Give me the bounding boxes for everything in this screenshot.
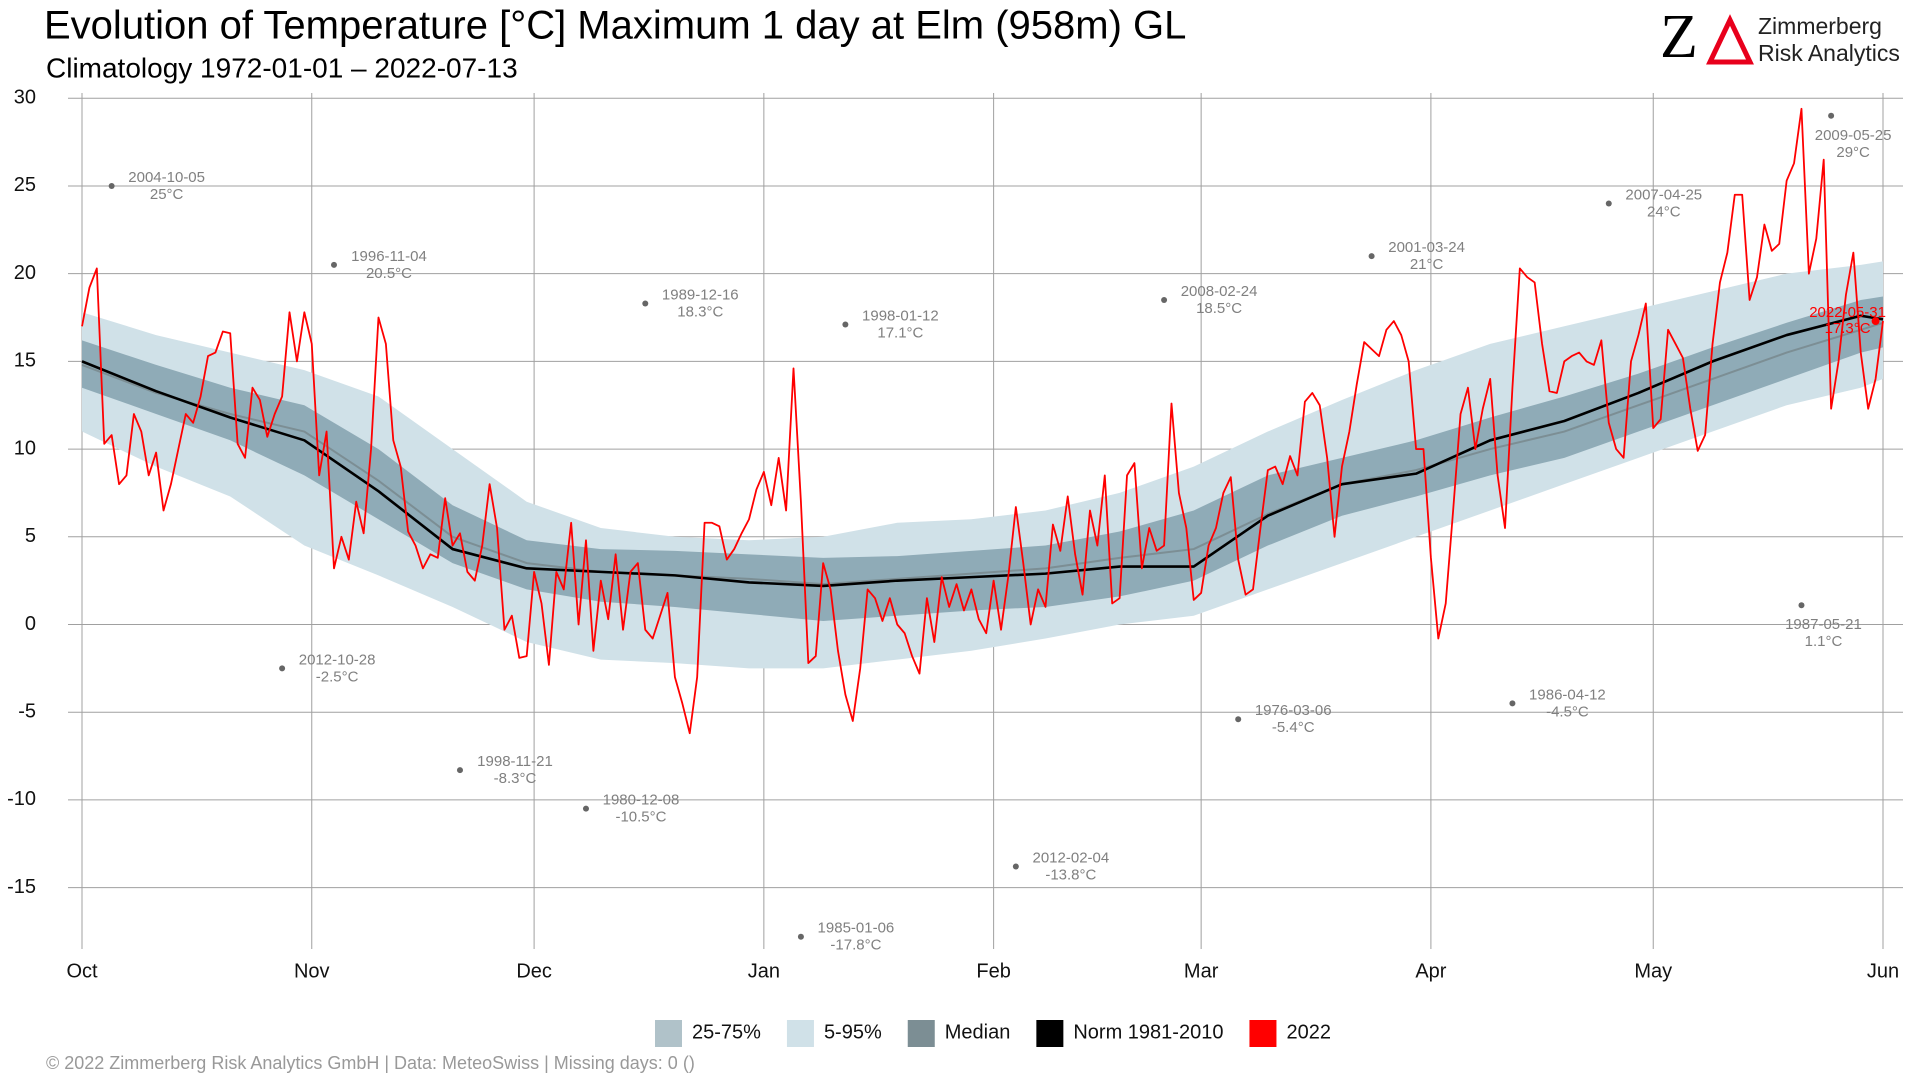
- record-value: 17.1°C: [877, 325, 923, 342]
- record-point: [279, 665, 286, 672]
- record-point: [1828, 112, 1835, 119]
- record-date: 2012-10-28: [299, 651, 376, 668]
- record-date: 1986-04-12: [1529, 686, 1606, 703]
- record-value: -17.8°C: [830, 937, 881, 954]
- y-tick-label: 5: [25, 525, 36, 547]
- x-tick-label: Oct: [66, 960, 98, 982]
- record-value: -10.5°C: [615, 809, 666, 826]
- y-tick-label: 15: [14, 350, 36, 372]
- legend-label: 25-75%: [692, 1021, 761, 1043]
- record-point: [330, 261, 337, 268]
- legend-swatch: [1036, 1020, 1064, 1047]
- record-point: [1798, 602, 1805, 609]
- plot-area: -15 -10 -5 0 5 10 15 20 25 30 Oct Nov Dec Jan Feb Mar Ap…: [7, 87, 1903, 982]
- x-tick-label: Jan: [748, 960, 780, 982]
- record-point: [456, 767, 463, 774]
- record-point: [1871, 317, 1880, 326]
- y-tick-label: -5: [18, 700, 36, 722]
- record-date: 2022-05-31: [1809, 304, 1886, 321]
- legend-swatch: [655, 1020, 682, 1047]
- record-value: -4.5°C: [1546, 703, 1589, 720]
- logo-letter: Z: [1660, 3, 1698, 71]
- legend-label: Median: [945, 1021, 1011, 1043]
- record-value: 1.1°C: [1805, 633, 1843, 650]
- x-tick-label: Nov: [294, 960, 330, 982]
- record-date: 1998-01-12: [862, 308, 939, 325]
- record-date: 2012-02-04: [1032, 850, 1109, 867]
- record-date: 1996-11-04: [351, 248, 427, 265]
- y-tick-label: 10: [14, 437, 36, 459]
- record-date: 1980-12-08: [603, 792, 680, 809]
- record-date: 1998-11-21: [477, 753, 553, 770]
- logo-text: Zimmerberg: [1758, 13, 1882, 39]
- legend-label: Norm 1981-2010: [1073, 1021, 1223, 1043]
- record-point: [1161, 296, 1168, 303]
- record-value: 18.3°C: [677, 303, 723, 320]
- legend-label: 5-95%: [824, 1021, 882, 1043]
- record-value: -5.4°C: [1272, 719, 1315, 736]
- record-point: [582, 805, 589, 812]
- record-date: 2009-05-25: [1815, 127, 1892, 144]
- record-point: [1509, 700, 1516, 707]
- y-tick-label: 30: [14, 87, 36, 109]
- record-point: [1012, 863, 1019, 870]
- record-point: [108, 182, 115, 189]
- x-tick-label: Jun: [1867, 960, 1899, 982]
- x-tick-label: Feb: [976, 960, 1010, 982]
- record-value: -8.3°C: [494, 770, 537, 787]
- record-value: -13.8°C: [1045, 867, 1096, 884]
- footer: © 2022 Zimmerberg Risk Analytics GmbH | …: [46, 1053, 695, 1073]
- record-value: 21°C: [1410, 256, 1444, 273]
- x-tick-label: May: [1634, 960, 1672, 982]
- chart-title: Evolution of Temperature [°C] Maximum 1 …: [44, 4, 1186, 48]
- record-point: [1235, 716, 1242, 723]
- x-tick-label: Dec: [516, 960, 552, 982]
- y-tick-label: 0: [25, 613, 36, 635]
- series-line: [81, 107, 1884, 735]
- record-date: 2001-03-24: [1388, 239, 1465, 256]
- record-date: 1989-12-16: [662, 286, 739, 303]
- band: [82, 296, 1883, 621]
- logo-text: Risk Analytics: [1758, 40, 1900, 66]
- record-point: [842, 321, 849, 328]
- record-value: 29°C: [1836, 144, 1870, 161]
- record-date: 1987-05-21: [1785, 616, 1862, 633]
- record-value: -2.5°C: [316, 668, 359, 685]
- record-date: 1976-03-06: [1255, 702, 1332, 719]
- chart-subtitle: Climatology 1972-01-01 – 2022-07-13: [46, 52, 518, 83]
- legend-swatch: [907, 1020, 935, 1047]
- legend-swatch: [786, 1020, 814, 1047]
- record-date: 2004-10-05: [128, 169, 205, 186]
- y-tick-label: -10: [7, 788, 36, 810]
- y-tick-label: -15: [7, 876, 36, 898]
- legend-label: 2022: [1286, 1021, 1331, 1043]
- logo-triangle: [1706, 14, 1754, 65]
- legend-swatch: [1249, 1020, 1277, 1047]
- y-tick-label: 20: [14, 262, 36, 284]
- record-value: 18.5°C: [1196, 300, 1242, 317]
- record-value: 20.5°C: [366, 265, 412, 282]
- record-date: 2007-04-25: [1625, 186, 1702, 203]
- record-date: 2008-02-24: [1181, 283, 1258, 300]
- legend: 25-75% 5-95% Median Norm 1981-2010 2022: [655, 1020, 1331, 1047]
- record-point: [642, 300, 649, 307]
- record-point: [797, 933, 804, 940]
- record-value: 25°C: [150, 186, 184, 203]
- record-value: 17.3°C: [1825, 320, 1871, 337]
- record-point: [1368, 253, 1375, 260]
- record-value: 24°C: [1647, 203, 1681, 220]
- record-date: 1985-01-06: [818, 920, 895, 937]
- record-point: [1605, 200, 1612, 207]
- x-tick-label: Apr: [1415, 960, 1446, 982]
- y-tick-label: 25: [14, 174, 36, 196]
- x-tick-label: Mar: [1184, 960, 1219, 982]
